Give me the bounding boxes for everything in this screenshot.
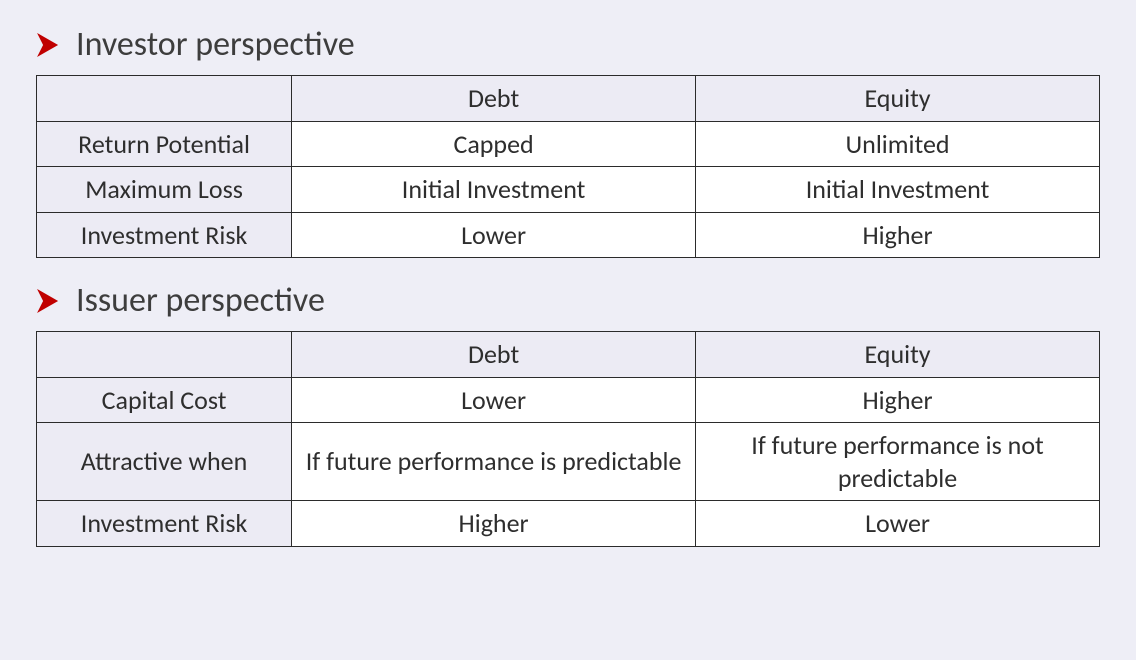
bullet-icon [36, 32, 62, 58]
slide: Investor perspective Debt Equity Return … [0, 0, 1136, 589]
col-header: Equity [696, 76, 1100, 122]
row-label: Investment Risk [37, 501, 292, 547]
row-label: Capital Cost [37, 377, 292, 423]
row-label: Investment Risk [37, 212, 292, 258]
investor-table: Debt Equity Return Potential Capped Unli… [36, 75, 1100, 258]
issuer-table: Debt Equity Capital Cost Lower Higher At… [36, 331, 1100, 547]
table-row: Return Potential Capped Unlimited [37, 121, 1100, 167]
cell: Lower [292, 377, 696, 423]
cell: Initial Investment [696, 167, 1100, 213]
col-header [37, 332, 292, 378]
bullet-icon [36, 288, 62, 314]
heading-text: Investor perspective [76, 24, 355, 65]
cell: Lower [292, 212, 696, 258]
cell: If future performance is predictable [292, 423, 696, 501]
cell: Higher [696, 377, 1100, 423]
col-header [37, 76, 292, 122]
cell: Unlimited [696, 121, 1100, 167]
row-label: Return Potential [37, 121, 292, 167]
cell: Initial Investment [292, 167, 696, 213]
cell: Capped [292, 121, 696, 167]
table-row: Maximum Loss Initial Investment Initial … [37, 167, 1100, 213]
row-label: Maximum Loss [37, 167, 292, 213]
cell: Higher [696, 212, 1100, 258]
row-label: Attractive when [37, 423, 292, 501]
section-heading-issuer: Issuer perspective [36, 280, 1100, 321]
cell: Higher [292, 501, 696, 547]
cell: If future performance is not predictable [696, 423, 1100, 501]
table-row: Investment Risk Higher Lower [37, 501, 1100, 547]
heading-text: Issuer perspective [76, 280, 325, 321]
cell: Lower [696, 501, 1100, 547]
table-row: Capital Cost Lower Higher [37, 377, 1100, 423]
col-header: Equity [696, 332, 1100, 378]
col-header: Debt [292, 76, 696, 122]
table-row: Investment Risk Lower Higher [37, 212, 1100, 258]
table-header-row: Debt Equity [37, 332, 1100, 378]
section-heading-investor: Investor perspective [36, 24, 1100, 65]
table-header-row: Debt Equity [37, 76, 1100, 122]
col-header: Debt [292, 332, 696, 378]
table-row: Attractive when If future performance is… [37, 423, 1100, 501]
